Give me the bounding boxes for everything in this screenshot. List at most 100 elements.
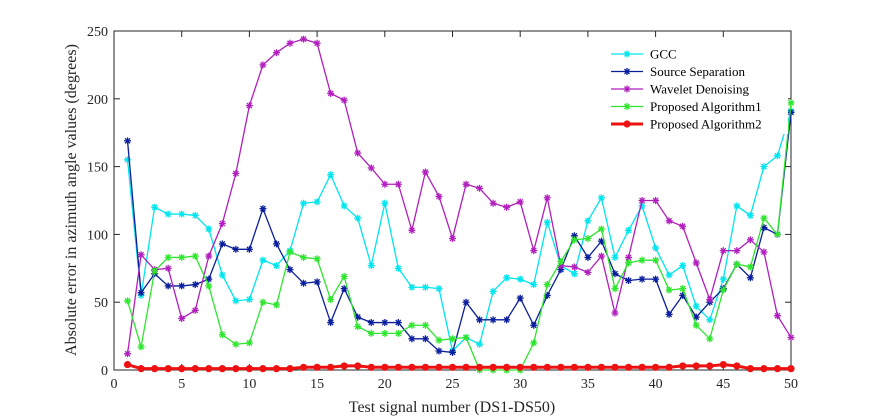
- data-point-proposed-algorithm2: [570, 363, 578, 371]
- data-point-source-separation: [272, 240, 280, 248]
- data-point-proposed-algorithm1: [787, 99, 795, 107]
- data-point-proposed-algorithm2: [597, 363, 606, 371]
- data-point-source-separation: [218, 240, 226, 248]
- y-tick-label: 150: [87, 161, 108, 176]
- data-point-wavelet-denoising: [191, 306, 199, 314]
- data-point-gcc: [584, 217, 592, 225]
- data-point-source-separation: [408, 335, 416, 343]
- data-point-source-separation: [503, 316, 511, 324]
- x-tick-label: 20: [378, 377, 392, 392]
- data-point-proposed-algorithm2: [787, 365, 795, 373]
- data-point-wavelet-denoising: [611, 309, 619, 317]
- data-point-wavelet-denoising: [381, 180, 389, 188]
- data-point-wavelet-denoising: [665, 217, 673, 225]
- data-point-source-separation: [462, 298, 470, 306]
- data-point-proposed-algorithm2: [679, 362, 687, 370]
- data-point-wavelet-denoising: [462, 180, 470, 188]
- data-point-source-separation: [638, 275, 646, 283]
- data-point-gcc: [570, 270, 578, 278]
- data-point-wavelet-denoising: [543, 194, 551, 202]
- data-point-proposed-algorithm1: [462, 333, 470, 341]
- data-point-gcc: [232, 297, 240, 305]
- data-point-proposed-algorithm1: [245, 339, 253, 347]
- data-point-wavelet-denoising: [652, 197, 660, 204]
- data-point-wavelet-denoising: [530, 247, 538, 255]
- y-tick-label: 250: [87, 25, 108, 40]
- y-tick-label: 0: [101, 364, 108, 379]
- data-point-proposed-algorithm2: [530, 363, 538, 371]
- data-point-gcc: [272, 262, 280, 270]
- data-point-gcc: [625, 226, 633, 234]
- data-point-proposed-algorithm2: [205, 365, 213, 373]
- legend-label-source-separation: Source Separation: [650, 64, 745, 79]
- data-point-proposed-algorithm2: [191, 365, 199, 373]
- data-point-proposed-algorithm1: [449, 335, 456, 343]
- data-point-wavelet-denoising: [178, 314, 186, 322]
- data-point-gcc: [340, 202, 348, 210]
- data-point-gcc: [191, 211, 199, 219]
- data-point-wavelet-denoising: [489, 199, 497, 207]
- data-point-source-separation: [286, 266, 294, 274]
- data-point-source-separation: [327, 319, 335, 327]
- data-point-gcc: [327, 171, 335, 179]
- data-point-proposed-algorithm1: [706, 335, 714, 343]
- data-point-wavelet-denoising: [719, 247, 727, 255]
- data-point-proposed-algorithm2: [394, 363, 402, 371]
- legend-label-proposed-algorithm2: Proposed Algorithm2: [650, 117, 762, 132]
- series-wavelet-denoising: [124, 35, 795, 358]
- data-point-proposed-algorithm2: [584, 363, 592, 371]
- data-point-proposed-algorithm1: [218, 331, 226, 339]
- series-proposed-algorithm1: [124, 99, 795, 374]
- legend-label-proposed-algorithm1: Proposed Algorithm1: [650, 99, 762, 114]
- data-point-proposed-algorithm1: [625, 259, 633, 267]
- data-point-proposed-algorithm2: [516, 363, 524, 371]
- data-point-wavelet-denoising: [408, 226, 416, 234]
- data-point-proposed-algorithm1: [259, 298, 267, 306]
- y-tick-label: 200: [87, 93, 108, 108]
- data-point-proposed-algorithm2: [245, 365, 253, 373]
- data-point-proposed-algorithm1: [313, 255, 321, 263]
- data-point-source-separation: [435, 347, 443, 355]
- data-point-proposed-algorithm1: [327, 295, 335, 303]
- data-point-source-separation: [476, 316, 484, 324]
- data-point-proposed-algorithm2: [123, 360, 132, 369]
- x-tick-label: 15: [310, 377, 324, 392]
- x-tick-label: 40: [649, 377, 663, 392]
- data-point-source-separation: [300, 279, 308, 287]
- data-point-proposed-algorithm1: [340, 272, 348, 280]
- data-point-proposed-algorithm2: [475, 363, 484, 371]
- data-point-wavelet-denoising: [516, 198, 524, 206]
- data-point-gcc: [543, 218, 551, 226]
- data-point-source-separation: [137, 289, 145, 297]
- data-point-wavelet-denoising: [503, 203, 511, 211]
- data-point-proposed-algorithm1: [286, 248, 294, 256]
- data-point-proposed-algorithm2: [286, 365, 294, 373]
- data-point-proposed-algorithm1: [719, 286, 727, 294]
- data-point-proposed-algorithm1: [773, 230, 781, 238]
- data-point-proposed-algorithm1: [597, 225, 605, 233]
- data-point-proposed-algorithm1: [733, 260, 741, 268]
- data-point-proposed-algorithm1: [679, 285, 687, 293]
- data-point-proposed-algorithm2: [435, 363, 443, 371]
- data-point-proposed-algorithm2: [543, 363, 551, 371]
- data-point-wavelet-denoising: [272, 49, 280, 57]
- data-point-proposed-algorithm2: [421, 363, 430, 371]
- data-point-wavelet-denoising: [638, 197, 646, 204]
- data-point-wavelet-denoising: [218, 220, 226, 228]
- data-point-gcc: [692, 302, 700, 310]
- legend-box: [603, 40, 788, 134]
- data-point-wavelet-denoising: [245, 102, 253, 110]
- data-point-proposed-algorithm2: [367, 363, 375, 371]
- data-point-proposed-algorithm2: [448, 363, 457, 371]
- x-tick-label: 10: [242, 377, 256, 392]
- data-point-proposed-algorithm1: [435, 336, 443, 344]
- data-point-gcc: [652, 244, 660, 252]
- data-point-proposed-algorithm2: [327, 363, 335, 371]
- data-point-proposed-algorithm2: [218, 365, 226, 373]
- data-point-wavelet-denoising: [300, 35, 308, 43]
- data-point-wavelet-denoising: [787, 333, 795, 341]
- series-source-separation: [124, 108, 795, 356]
- data-point-proposed-algorithm1: [692, 321, 700, 329]
- data-point-proposed-algorithm2: [746, 365, 754, 373]
- data-point-gcc: [597, 194, 605, 202]
